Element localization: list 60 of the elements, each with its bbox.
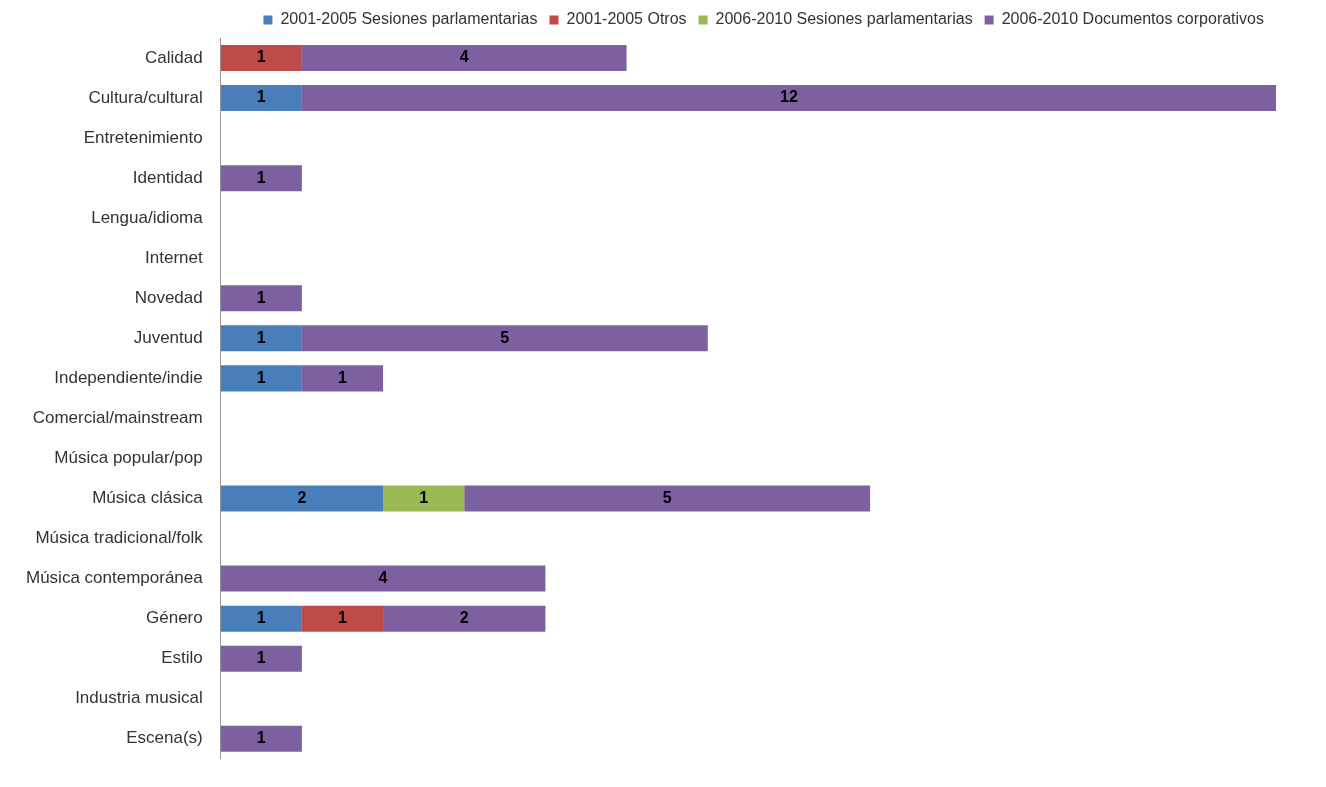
y-tick-label: Juventud <box>133 328 203 348</box>
y-tick-label: Internet <box>145 247 203 267</box>
data-label: 1 <box>338 609 348 627</box>
data-label: 5 <box>662 488 672 506</box>
data-label: 1 <box>256 368 266 386</box>
bar <box>220 365 302 392</box>
y-tick-label: Industria musical <box>75 688 203 708</box>
bar <box>220 85 302 112</box>
y-tick-label: Comercial/mainstream <box>32 408 203 428</box>
bar <box>220 565 546 592</box>
data-label: 2 <box>459 609 469 627</box>
data-label: 2 <box>297 488 307 506</box>
data-label: 12 <box>780 88 798 106</box>
bar <box>301 325 708 352</box>
bar <box>220 165 302 192</box>
bar <box>220 285 302 312</box>
bar <box>383 485 465 512</box>
y-tick-label: Lengua/idioma <box>91 207 204 227</box>
y-tick-label: Estilo <box>161 648 203 668</box>
data-label: 1 <box>256 48 266 66</box>
y-tick-label: Escena(s) <box>126 728 203 748</box>
data-label: 1 <box>419 488 429 506</box>
data-label: 1 <box>338 368 348 386</box>
data-label: 5 <box>500 328 510 346</box>
y-tick-label: Música tradicional/folk <box>35 528 204 548</box>
bar <box>301 365 384 392</box>
data-label: 1 <box>256 609 266 627</box>
legend-label: 2001-2005 Sesiones parlamentarias <box>280 10 538 28</box>
data-label: 1 <box>256 729 266 747</box>
bar <box>220 645 302 672</box>
legend-label: 2006-2010 Sesiones parlamentarias <box>715 10 973 28</box>
bar <box>464 485 871 512</box>
y-tick-label: Identidad <box>132 167 203 187</box>
bar <box>220 605 302 632</box>
data-label: 1 <box>256 649 266 667</box>
data-label: 1 <box>256 168 266 186</box>
legend-label: 2001-2005 Otros <box>566 10 687 28</box>
y-tick-label: Entretenimiento <box>83 127 203 147</box>
bar <box>301 45 627 72</box>
bar <box>301 85 1276 112</box>
data-label: 1 <box>256 328 266 346</box>
bar <box>301 605 384 632</box>
y-tick-label: Género <box>146 608 203 628</box>
y-tick-label: Calidad <box>145 47 203 67</box>
bar <box>220 725 302 752</box>
y-tick-label: Música popular/pop <box>54 448 203 468</box>
data-label: 1 <box>256 88 266 106</box>
y-tick-label: Música contemporánea <box>25 568 204 588</box>
bar <box>220 325 302 352</box>
y-tick-label: Música clásica <box>92 488 204 508</box>
data-label: 4 <box>378 569 388 587</box>
bar <box>220 485 384 512</box>
legend-label: 2006-2010 Documentos corporativos <box>1001 10 1264 28</box>
y-tick-label: Cultura/cultural <box>88 87 203 107</box>
y-tick-label: Independiente/indie <box>54 368 203 388</box>
bar <box>383 605 546 632</box>
data-label: 1 <box>256 288 266 306</box>
data-label: 4 <box>459 48 469 66</box>
y-tick-label: Novedad <box>134 287 203 307</box>
bar <box>220 45 302 72</box>
